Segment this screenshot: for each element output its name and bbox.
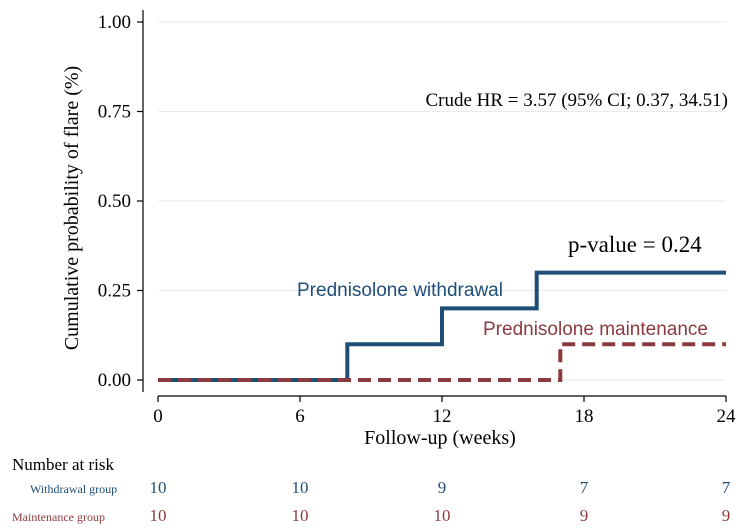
series-line-withdrawal (158, 270, 726, 382)
series-lines (158, 270, 726, 382)
y-ticks: 0.00 0.25 0.50 0.75 1.00 (98, 12, 143, 391)
risk-count: 10 (291, 506, 309, 525)
y-tick-label: 0.00 (98, 370, 131, 391)
y-tick-label: 0.25 (98, 281, 131, 302)
gridlines (158, 21, 726, 381)
x-tick-label: 12 (433, 406, 452, 427)
y-tick-label: 1.00 (98, 12, 131, 33)
km-chart: 0.00 0.25 0.50 0.75 1.00 0 6 12 18 24 Cumulative… (61, 10, 736, 449)
legend-label-maintenance: Prednisolone maintenance (483, 319, 708, 340)
risk-table-title: Number at risk (12, 455, 114, 474)
y-tick-label: 0.50 (98, 191, 131, 212)
risk-count: 10 (149, 478, 167, 497)
risk-count: 7 (579, 478, 589, 497)
risk-count: 10 (433, 506, 451, 525)
risk-count: 9 (721, 506, 731, 525)
y-tick-label: 0.75 (98, 102, 131, 123)
x-tick-label: 18 (575, 406, 594, 427)
y-axis-label: Cumulative probability of flare (%) (61, 66, 83, 350)
legend-label-withdrawal: Prednisolone withdrawal (297, 280, 503, 301)
risk-count: 10 (149, 506, 167, 525)
risk-count: 9 (579, 506, 589, 525)
risk-count: 10 (291, 478, 309, 497)
risk-count: 9 (437, 478, 447, 497)
series-line-maintenance (158, 342, 726, 382)
x-tick-label: 24 (717, 406, 737, 427)
x-tick-label: 6 (295, 406, 305, 427)
x-axis-label: Follow-up (weeks) (364, 427, 516, 449)
risk-count: 7 (721, 478, 731, 497)
hr-annotation: Crude HR = 3.57 (95% CI; 0.37, 34.51) (425, 90, 728, 111)
x-tick-label: 0 (153, 406, 163, 427)
x-ticks: 0 6 12 18 24 (153, 396, 736, 427)
risk-group-label: Withdrawal group (30, 482, 118, 496)
risk-group-label: Maintenance group (12, 510, 105, 524)
pvalue-annotation: p-value = 0.24 (568, 232, 702, 257)
